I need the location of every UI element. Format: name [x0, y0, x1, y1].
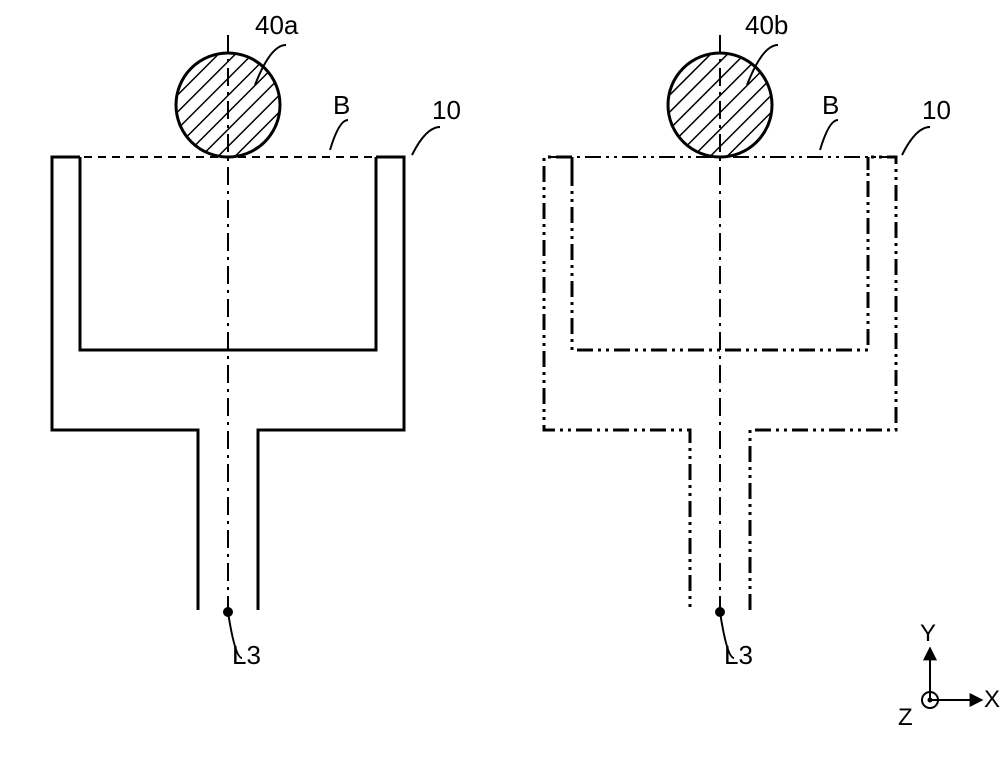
leader-B-left [330, 120, 348, 150]
diagram-canvas: 40a B 10 L3 40b B 10 L3 X Y Z [0, 0, 1000, 765]
label-40a: 40a [255, 10, 298, 41]
leader-10-left [412, 127, 440, 155]
axis-z-dot [928, 698, 933, 703]
label-L3-right: L3 [724, 640, 753, 671]
axis-label-x: X [984, 686, 1000, 714]
hatched-circle [176, 53, 280, 157]
label-L3-left: L3 [232, 640, 261, 671]
diagram-svg [0, 0, 1000, 765]
axis-label-y: Y [920, 620, 936, 648]
hatched-circle [668, 53, 772, 157]
label-B-left: B [333, 90, 350, 121]
leader-B-right [820, 120, 838, 150]
axis-label-z: Z [898, 704, 913, 732]
label-10-left: 10 [432, 95, 461, 126]
label-40b: 40b [745, 10, 788, 41]
label-B-right: B [822, 90, 839, 121]
leader-10-right [902, 127, 930, 155]
label-10-right: 10 [922, 95, 951, 126]
